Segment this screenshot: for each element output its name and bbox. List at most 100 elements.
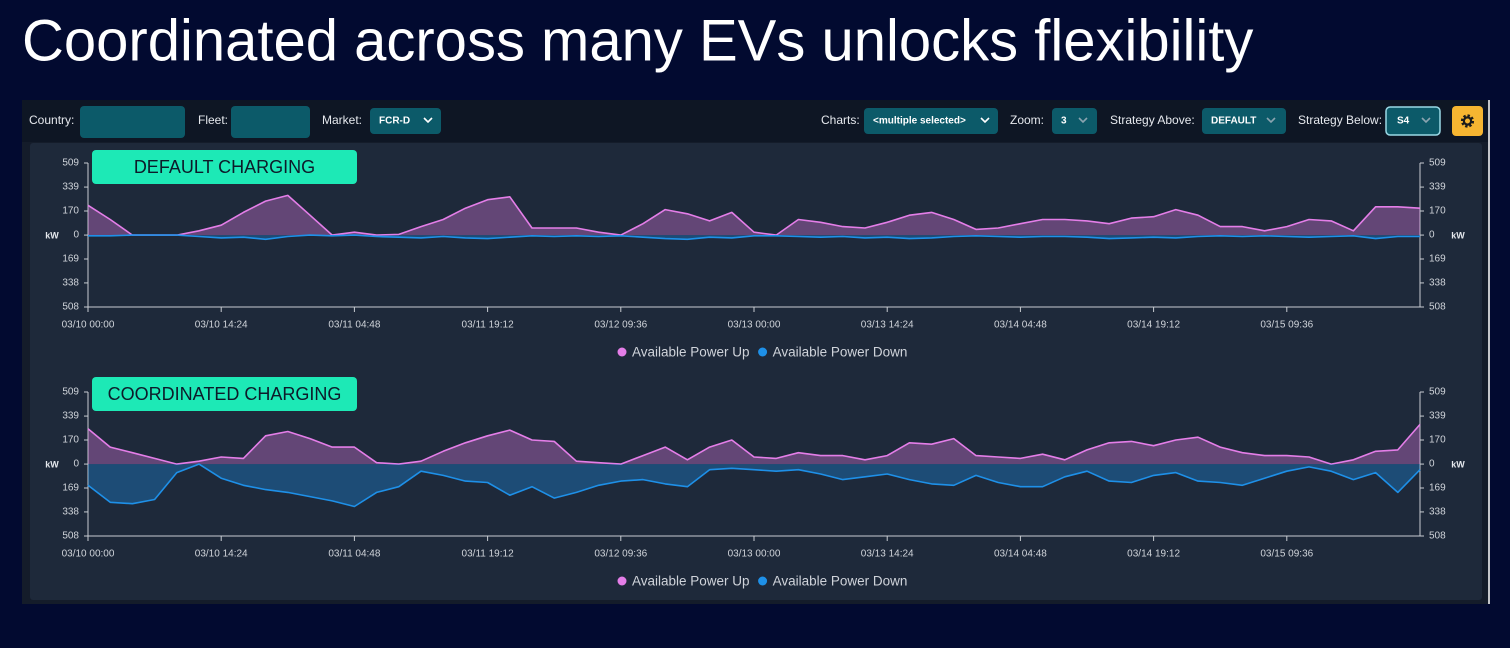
y2-tick-label: 170 [1429, 206, 1446, 217]
x-tick-label: 03/11 04:48 [328, 549, 381, 560]
chevron [423, 117, 433, 124]
country-label: Country: [29, 113, 74, 127]
y2-tick-label: 339 [1429, 411, 1446, 422]
area-line [87, 423, 1421, 465]
y-tick-label: 339 [62, 182, 79, 193]
zoom-label: Zoom: [1010, 113, 1044, 127]
legend-item[interactable]: Available Power Down [758, 574, 907, 589]
area-line [87, 463, 1421, 508]
area-fill [88, 424, 1420, 465]
legend-label: Available Power Down [773, 345, 908, 360]
button-bg[interactable] [1452, 106, 1483, 136]
x-tick-label: 03/10 14:24 [195, 549, 248, 560]
y-tick-label: 508 [62, 302, 79, 313]
y2-tick-label: 509 [1429, 158, 1446, 169]
y-tick-label: 169 [62, 483, 79, 494]
y2-tick-label: 339 [1429, 182, 1446, 193]
x-tick-label: 03/12 09:36 [594, 549, 647, 560]
x-tick-label: 03/13 00:00 [728, 549, 781, 560]
chart-title: DEFAULT CHARGING [134, 157, 315, 177]
y-tick-label: 339 [62, 411, 79, 422]
y2-tick-label: 509 [1429, 387, 1446, 398]
market-select[interactable]: FCR-D [370, 108, 441, 134]
y2-tick-label: 508 [1429, 302, 1446, 313]
y-tick-label: 170 [62, 435, 79, 446]
x-tick-label: 03/11 19:12 [462, 549, 515, 560]
fleet-input[interactable] [231, 106, 310, 138]
chevron [980, 117, 990, 124]
x-tick-label: 03/14 04:48 [994, 549, 1047, 560]
select-box[interactable] [1052, 108, 1097, 134]
x-tick-label: 03/13 00:00 [728, 320, 781, 331]
y-tick-label: 509 [62, 158, 79, 169]
y2-tick-label: 170 [1429, 435, 1446, 446]
chart-area [30, 143, 1482, 600]
charts-select[interactable]: <multiple selected> [864, 108, 998, 134]
chart-badge [92, 150, 357, 184]
y-tick-label: 508 [62, 531, 79, 542]
select-value: S4 [1397, 116, 1410, 127]
x-tick-label: 03/15 09:36 [1260, 549, 1313, 560]
y2-tick-label: 0 [1429, 459, 1435, 470]
select-value: DEFAULT [1211, 116, 1256, 127]
select-value: <multiple selected> [873, 116, 966, 127]
market-label: Market: [322, 113, 362, 127]
area-line [88, 234, 1420, 241]
legend-swatch [617, 576, 627, 586]
x-tick-label: 03/10 00:00 [62, 320, 115, 331]
strategy-below-select[interactable]: S4 [1385, 106, 1441, 136]
area-fill [88, 235, 1420, 240]
y-axis-label: kW [45, 459, 59, 469]
y-tick-label: 169 [62, 254, 79, 265]
legend-item[interactable]: Available Power Up [617, 574, 750, 589]
y-tick-label: 0 [73, 230, 79, 241]
page-title: Coordinated across many EVs unlocks flex… [22, 8, 1253, 73]
chevron [1078, 117, 1088, 124]
x-tick-label: 03/11 19:12 [462, 320, 515, 331]
legend-swatch [758, 347, 768, 357]
legend-item[interactable]: Available Power Down [758, 345, 907, 360]
country-input[interactable] [80, 106, 185, 138]
y2-axis-label: kW [1451, 230, 1465, 240]
y-tick-label: 338 [62, 278, 79, 289]
y2-tick-label: 508 [1429, 531, 1446, 542]
y2-tick-label: 338 [1429, 278, 1446, 289]
x-tick-label: 03/10 00:00 [62, 549, 115, 560]
legend-swatch [617, 347, 627, 357]
area-fill [88, 195, 1420, 236]
chevron [1421, 117, 1431, 124]
gear-teeth [1460, 114, 1475, 128]
gear-icon [1462, 116, 1473, 126]
fleet-label: Fleet: [198, 113, 228, 127]
legend-item[interactable]: Available Power Up [617, 345, 750, 360]
zoom-select[interactable]: 3 [1052, 108, 1097, 134]
y2-tick-label: 0 [1429, 230, 1435, 241]
y-tick-label: 0 [73, 459, 79, 470]
x-tick-label: 03/13 14:24 [861, 549, 914, 560]
x-tick-label: 03/14 19:12 [1127, 549, 1180, 560]
x-tick-label: 03/15 09:36 [1260, 320, 1313, 331]
settings-button[interactable] [1452, 106, 1483, 136]
x-tick-label: 03/10 14:24 [195, 320, 248, 331]
select-box[interactable] [1202, 108, 1286, 134]
area-line [87, 194, 1421, 236]
legend-swatch [758, 576, 768, 586]
area-fill [88, 464, 1420, 507]
charts-label: Charts: [821, 113, 860, 127]
strategy-above-select[interactable]: DEFAULT [1202, 108, 1286, 134]
y2-tick-label: 169 [1429, 254, 1446, 265]
y-tick-label: 338 [62, 507, 79, 518]
legend-label: Available Power Up [632, 345, 750, 360]
legend-label: Available Power Up [632, 574, 750, 589]
x-tick-label: 03/14 19:12 [1127, 320, 1180, 331]
select-value: FCR-D [379, 116, 410, 127]
y-tick-label: 509 [62, 387, 79, 398]
chevron [1266, 117, 1276, 124]
x-tick-label: 03/14 04:48 [994, 320, 1047, 331]
select-box[interactable] [864, 108, 998, 134]
strategy-below-label: Strategy Below: [1298, 113, 1382, 127]
select-box[interactable] [370, 108, 441, 134]
select-box[interactable] [1385, 106, 1441, 136]
chart-badge [92, 377, 357, 411]
